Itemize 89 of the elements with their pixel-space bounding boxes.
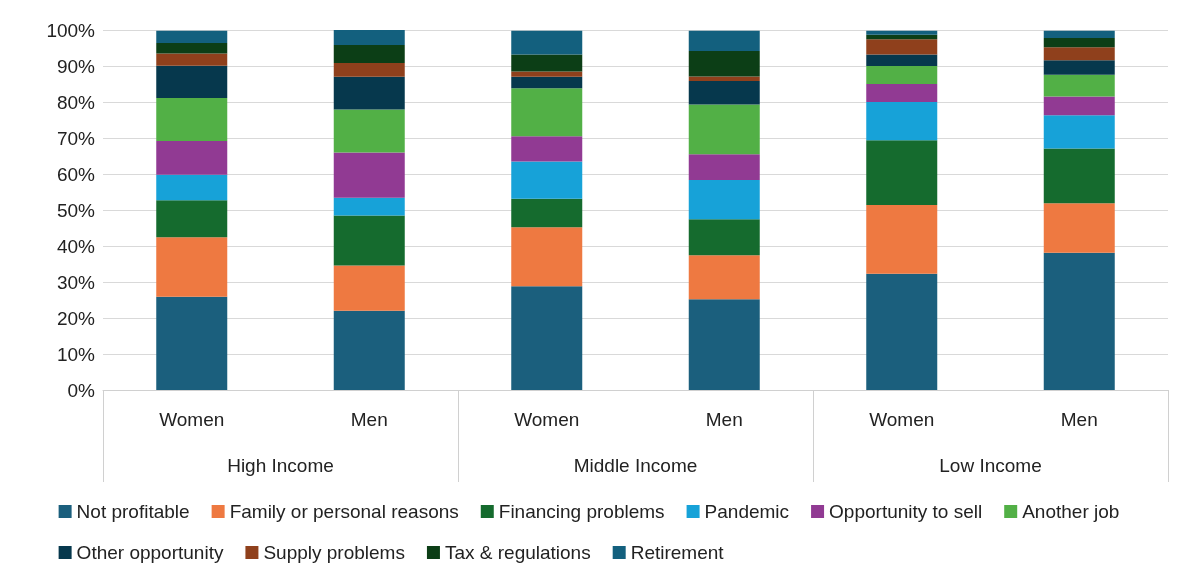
text: High Income	[227, 455, 334, 476]
bar	[333, 310, 405, 390]
bar	[1043, 203, 1115, 253]
bar	[688, 299, 760, 390]
bar	[511, 30, 583, 55]
x-tick-label: Women	[869, 409, 935, 430]
bar	[333, 63, 405, 77]
y-tick-label: 100%	[46, 19, 96, 41]
bar	[511, 286, 583, 390]
bar	[1043, 252, 1115, 390]
bar	[688, 30, 760, 51]
bar	[511, 227, 583, 287]
legend-label: Pandemic	[704, 501, 790, 522]
bar	[688, 76, 760, 82]
y-tick-label: 50%	[56, 199, 96, 221]
bar	[1043, 148, 1115, 204]
legend-label: Other opportunity	[76, 542, 224, 563]
bar	[511, 136, 583, 162]
legend-label: Family or personal reasons	[229, 501, 459, 522]
y-tick-label: 20%	[56, 307, 96, 329]
bar	[866, 273, 938, 390]
legend-label: Retirement	[630, 542, 725, 563]
bar	[866, 102, 938, 141]
bar	[688, 180, 760, 220]
x-tick-label: Men	[350, 409, 388, 430]
y-tick-label: 0%	[67, 379, 96, 401]
bar	[1043, 47, 1115, 61]
bar	[1043, 96, 1115, 116]
bar	[688, 50, 760, 77]
bar	[1043, 37, 1115, 48]
bar	[333, 109, 405, 153]
legend-label: Opportunity to sell	[829, 501, 983, 522]
bar	[333, 76, 405, 110]
bar	[866, 54, 938, 66]
bar	[156, 42, 228, 54]
x-tick-label: Men	[1060, 409, 1098, 430]
legend-label: Financing problems	[498, 501, 665, 522]
bar	[511, 76, 583, 89]
bar	[1043, 30, 1115, 38]
bar	[866, 39, 938, 55]
bar	[688, 81, 760, 105]
bar	[156, 30, 228, 43]
y-tick-label: 30%	[56, 271, 96, 293]
bar	[511, 88, 583, 137]
bar	[688, 219, 760, 256]
bar	[156, 65, 228, 99]
bar	[866, 84, 938, 102]
bar	[156, 53, 228, 66]
bar	[688, 255, 760, 300]
x-tick-label: Women	[159, 409, 225, 430]
bar	[511, 198, 583, 228]
bar	[688, 104, 760, 155]
bar	[511, 54, 583, 72]
bar	[511, 71, 583, 77]
bar	[333, 30, 405, 46]
legend-label: Another job	[1022, 501, 1120, 522]
legend-label: Tax & regulations	[444, 542, 591, 563]
bar	[333, 45, 405, 64]
y-tick-label: 90%	[56, 55, 96, 77]
bar	[511, 161, 583, 199]
y-tick-label: 80%	[56, 91, 96, 113]
text: Low Income	[939, 455, 1042, 476]
y-tick-label: 60%	[56, 163, 96, 185]
bar	[156, 296, 228, 390]
bar	[156, 140, 228, 175]
y-tick-label: 10%	[56, 343, 96, 365]
bar	[333, 265, 405, 311]
bar	[156, 174, 228, 201]
bar	[156, 98, 228, 141]
x-tick-label: Men	[705, 409, 743, 430]
bar	[156, 237, 228, 297]
bar	[333, 215, 405, 266]
bar	[866, 30, 938, 35]
text: Middle Income	[573, 455, 698, 476]
bar	[1043, 115, 1115, 149]
bar	[1043, 60, 1115, 75]
bar	[1043, 74, 1115, 97]
bar	[866, 140, 938, 205]
y-tick-label: 70%	[56, 127, 96, 149]
bar	[156, 200, 228, 238]
bar	[866, 66, 938, 84]
bar	[688, 154, 760, 181]
bar	[333, 197, 405, 216]
legend-label: Supply problems	[263, 542, 405, 563]
bar	[333, 152, 405, 198]
bar	[866, 204, 938, 274]
x-tick-label: Women	[514, 409, 580, 430]
y-tick-label: 40%	[56, 235, 96, 257]
legend-label: Not profitable	[76, 501, 190, 522]
